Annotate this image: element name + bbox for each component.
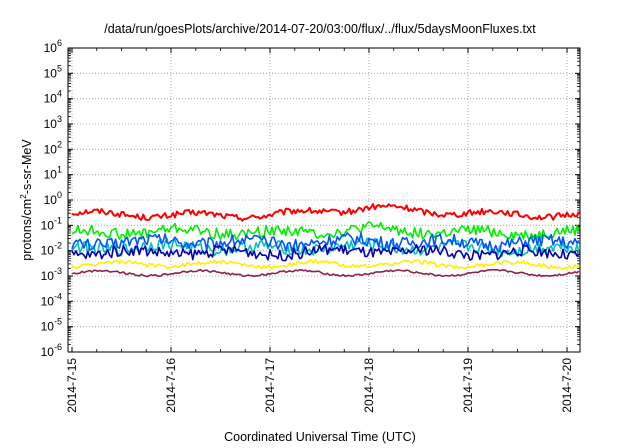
series-line xyxy=(71,243,579,262)
y-tick-label: 101 xyxy=(44,165,62,182)
y-tick-label: 10-1 xyxy=(41,215,62,232)
x-tick-label: 2014-7-19 xyxy=(461,358,475,413)
series-line xyxy=(71,232,580,253)
y-tick-label: 100 xyxy=(44,190,62,207)
y-tick-label: 106 xyxy=(44,38,62,55)
y-tick-label: 105 xyxy=(44,63,62,80)
x-tick-label: 2014-7-16 xyxy=(164,358,178,413)
x-tick-label: 2014-7-20 xyxy=(560,358,574,413)
series-line xyxy=(71,268,580,278)
y-tick-label: 10-5 xyxy=(41,317,62,334)
y-tick-label: 104 xyxy=(44,89,62,106)
y-tick-label: 103 xyxy=(44,114,62,131)
series-line xyxy=(71,220,580,242)
series-line xyxy=(71,203,580,222)
y-tick-label: 102 xyxy=(44,139,62,156)
y-tick-label: 10-4 xyxy=(41,291,62,308)
chart-title: /data/run/goesPlots/archive/2014-07-20/0… xyxy=(104,22,536,36)
x-tick-label: 2014-7-17 xyxy=(263,358,277,413)
series-line xyxy=(71,259,580,270)
y-tick-label: 10-6 xyxy=(41,342,62,359)
y-tick-label: 10-3 xyxy=(41,266,62,283)
x-tick-label: 2014-7-18 xyxy=(362,358,376,413)
plot-frame xyxy=(67,47,581,353)
y-tick-label: 10-2 xyxy=(41,241,62,258)
x-tick-label: 2014-7-15 xyxy=(65,358,79,413)
x-axis-label: Coordinated Universal Time (UTC) xyxy=(224,430,416,444)
